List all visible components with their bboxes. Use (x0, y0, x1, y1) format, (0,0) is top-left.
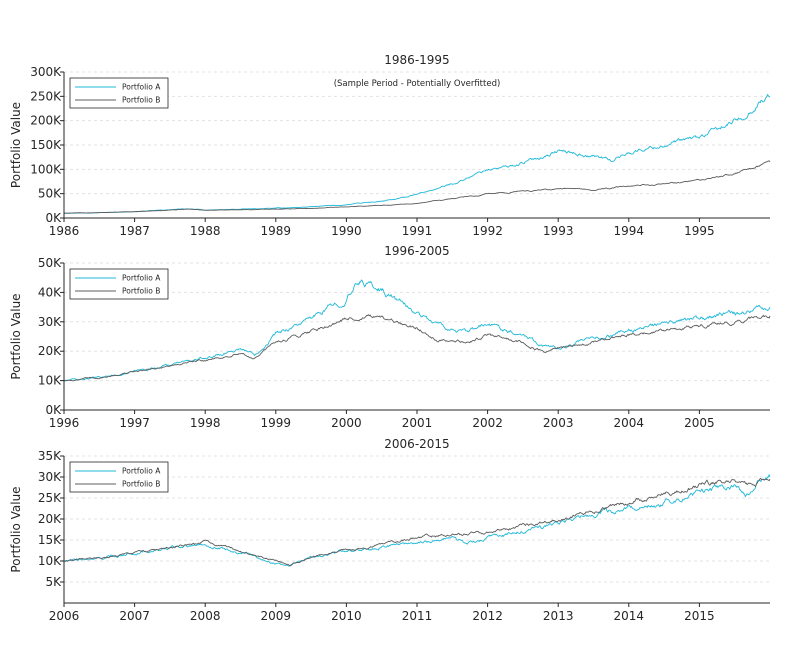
legend-label: Portfolio A (122, 83, 161, 92)
y-tick-label: 50K (38, 256, 62, 270)
y-tick-label: 5K (45, 575, 62, 589)
chart-title: 2006-2015 (384, 437, 449, 451)
x-tick-label: 1987 (119, 224, 150, 238)
y-axis-label: Portfolio Value (9, 293, 23, 379)
x-tick-label: 1998 (190, 416, 221, 430)
legend-label: Portfolio B (122, 480, 160, 489)
y-tick-label: 0K (45, 403, 62, 417)
legend-box (69, 461, 169, 493)
x-tick-label: 1988 (190, 224, 221, 238)
y-tick-label: 0K (45, 211, 62, 225)
x-tick-label: 1996 (49, 416, 80, 430)
chart-panel-3: 5K 10K 15K 20K 25K 30K 35K 2006 2007 2008 2009 2010… (9, 437, 771, 623)
y-tick-label: 15K (38, 533, 62, 547)
y-tick-label: 200K (30, 114, 62, 128)
chart-subtitle: (Sample Period - Potentially Overfitted) (334, 79, 501, 89)
y-tick-label: 20K (38, 512, 62, 526)
legend: Portfolio A Portfolio B (69, 268, 169, 300)
chart-title: 1986-1995 (384, 53, 449, 67)
y-tick-label: 50K (38, 187, 62, 201)
y-tick-label: 25K (38, 491, 62, 505)
x-tick-label: 2000 (331, 416, 362, 430)
x-tick-label: 2012 (472, 609, 503, 623)
x-tick-label: 2011 (402, 609, 433, 623)
x-tick-label: 2014 (614, 609, 645, 623)
x-tick-label: 1986 (49, 224, 80, 238)
y-tick-label: 40K (38, 285, 62, 299)
y-tick-label: 30K (38, 315, 62, 329)
chart-panel-1: 0K 50K 100K 150K 200K 250K 300K 1986 1987 1988 198… (9, 53, 771, 238)
x-tick-label: 2013 (543, 609, 574, 623)
x-tick-label: 1995 (684, 224, 715, 238)
series-line-portfolio-a (63, 474, 771, 567)
y-axis-label: Portfolio Value (9, 102, 23, 188)
y-tick-label: 300K (30, 65, 62, 79)
x-tick-label: 1997 (119, 416, 150, 430)
series-line-portfolio-b (63, 160, 771, 214)
x-tick-label: 2009 (261, 609, 292, 623)
x-tick-label: 2010 (331, 609, 362, 623)
y-tick-label: 10K (38, 554, 62, 568)
y-axis-label: Portfolio Value (9, 486, 23, 572)
y-tick-label: 30K (38, 470, 62, 484)
y-tick-label: 250K (30, 89, 62, 103)
x-tick-label: 1990 (331, 224, 362, 238)
y-tick-label: 35K (38, 449, 62, 463)
series-line-portfolio-b (63, 477, 771, 567)
legend-label: Portfolio A (122, 274, 161, 283)
x-tick-label: 1999 (261, 416, 292, 430)
x-tick-label: 2002 (472, 416, 503, 430)
legend-label: Portfolio A (122, 467, 161, 476)
x-tick-label: 2006 (49, 609, 80, 623)
legend: Portfolio A Portfolio B (69, 77, 169, 109)
legend: Portfolio A Portfolio B (69, 461, 169, 493)
x-tick-label: 1994 (614, 224, 645, 238)
x-tick-label: 2004 (614, 416, 645, 430)
x-tick-label: 1991 (402, 224, 433, 238)
legend-label: Portfolio B (122, 96, 160, 105)
x-tick-label: 1992 (472, 224, 503, 238)
legend-label: Portfolio B (122, 287, 160, 296)
legend-box (69, 268, 169, 300)
x-tick-label: 2003 (543, 416, 574, 430)
y-tick-label: 20K (38, 344, 62, 358)
x-tick-label: 2015 (684, 609, 715, 623)
legend-box (69, 77, 169, 109)
chart-title: 1996-2005 (384, 244, 449, 258)
chart-panel-2: 0K 10K 20K 30K 40K 50K 1996 1997 1998 1999 2000 200… (9, 244, 771, 430)
x-tick-label: 2001 (402, 416, 433, 430)
y-tick-label: 150K (30, 138, 62, 152)
series-line-portfolio-b (63, 314, 771, 382)
x-tick-label: 1993 (543, 224, 574, 238)
x-tick-label: 1989 (261, 224, 292, 238)
y-tick-label: 10K (38, 374, 62, 388)
x-tick-label: 2008 (190, 609, 221, 623)
x-tick-label: 2007 (119, 609, 150, 623)
series-line-portfolio-a (63, 94, 771, 214)
x-tick-label: 2005 (684, 416, 715, 430)
y-tick-label: 100K (30, 162, 62, 176)
series-line-portfolio-a (63, 279, 771, 382)
